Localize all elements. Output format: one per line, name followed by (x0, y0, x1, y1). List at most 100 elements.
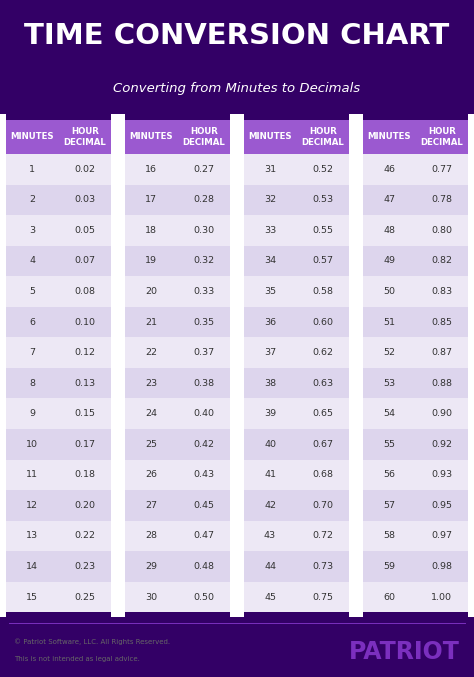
Text: 46: 46 (383, 165, 395, 174)
Bar (297, 490, 349, 521)
Bar (244, 120, 297, 154)
Bar (468, 114, 474, 617)
Bar (59, 429, 111, 460)
Bar (177, 276, 230, 307)
Bar (59, 337, 111, 368)
Bar (6, 246, 59, 276)
Bar (177, 551, 230, 582)
Text: 3: 3 (29, 226, 35, 235)
Text: 0.35: 0.35 (193, 318, 215, 326)
Text: 0.37: 0.37 (193, 348, 215, 357)
Bar (177, 337, 230, 368)
Bar (59, 399, 111, 429)
Text: 1: 1 (29, 165, 35, 174)
Text: 42: 42 (264, 501, 276, 510)
Bar (125, 276, 177, 307)
Bar (244, 185, 297, 215)
Bar (415, 368, 468, 399)
Text: 52: 52 (383, 348, 395, 357)
Text: 0.65: 0.65 (312, 410, 333, 418)
Bar (363, 154, 415, 185)
Text: Converting from Minutes to Decimals: Converting from Minutes to Decimals (113, 82, 361, 95)
Text: 0.03: 0.03 (74, 196, 96, 204)
Bar (125, 307, 177, 337)
Text: 10: 10 (26, 440, 38, 449)
Text: MINUTES: MINUTES (367, 133, 411, 141)
Bar (6, 521, 59, 551)
Bar (59, 154, 111, 185)
Bar (244, 399, 297, 429)
Bar (6, 215, 59, 246)
Bar (125, 521, 177, 551)
Text: 26: 26 (145, 471, 157, 479)
Text: 0.40: 0.40 (193, 410, 214, 418)
Bar (297, 399, 349, 429)
Bar (125, 460, 177, 490)
Text: 0.50: 0.50 (193, 592, 214, 602)
Text: 0.83: 0.83 (431, 287, 453, 296)
Bar (244, 521, 297, 551)
Text: 58: 58 (383, 531, 395, 540)
Text: 34: 34 (264, 257, 276, 265)
Text: 53: 53 (383, 378, 395, 388)
Bar (6, 368, 59, 399)
Text: 0.07: 0.07 (74, 257, 95, 265)
Text: 0.68: 0.68 (312, 471, 333, 479)
Text: 59: 59 (383, 562, 395, 571)
Bar (415, 120, 468, 154)
Bar (297, 429, 349, 460)
Bar (59, 551, 111, 582)
Bar (6, 490, 59, 521)
Text: 0.53: 0.53 (312, 196, 334, 204)
Bar (125, 337, 177, 368)
Bar (297, 185, 349, 215)
Bar (244, 154, 297, 185)
Text: 0.43: 0.43 (193, 471, 215, 479)
Text: 60: 60 (383, 592, 395, 602)
Bar (363, 246, 415, 276)
Text: 14: 14 (26, 562, 38, 571)
Text: 35: 35 (264, 287, 276, 296)
Bar (244, 490, 297, 521)
Text: 41: 41 (264, 471, 276, 479)
Text: 4: 4 (29, 257, 35, 265)
Text: 0.33: 0.33 (193, 287, 215, 296)
Bar (363, 521, 415, 551)
Text: 0.88: 0.88 (431, 378, 452, 388)
Bar (244, 582, 297, 613)
Text: HOUR
DECIMAL: HOUR DECIMAL (64, 127, 106, 147)
Text: 0.72: 0.72 (312, 531, 333, 540)
Bar (177, 368, 230, 399)
Text: 28: 28 (145, 531, 157, 540)
Bar (125, 490, 177, 521)
Bar (244, 307, 297, 337)
Text: 0.82: 0.82 (431, 257, 452, 265)
Bar (59, 185, 111, 215)
Text: 0.73: 0.73 (312, 562, 334, 571)
Text: 0.85: 0.85 (431, 318, 452, 326)
Bar (59, 215, 111, 246)
Bar (415, 185, 468, 215)
Text: 0.13: 0.13 (74, 378, 96, 388)
Bar (415, 337, 468, 368)
Text: 31: 31 (264, 165, 276, 174)
Bar (415, 307, 468, 337)
Bar (125, 368, 177, 399)
Text: 40: 40 (264, 440, 276, 449)
Bar (59, 582, 111, 613)
Bar (125, 185, 177, 215)
Text: 9: 9 (29, 410, 35, 418)
Text: 0.47: 0.47 (193, 531, 214, 540)
Text: 0.87: 0.87 (431, 348, 452, 357)
Text: 49: 49 (383, 257, 395, 265)
Text: 0.42: 0.42 (193, 440, 214, 449)
Text: 37: 37 (264, 348, 276, 357)
Text: 32: 32 (264, 196, 276, 204)
Text: 45: 45 (264, 592, 276, 602)
Text: 0.52: 0.52 (312, 165, 333, 174)
Bar (363, 551, 415, 582)
Text: HOUR
DECIMAL: HOUR DECIMAL (301, 127, 344, 147)
Bar (297, 521, 349, 551)
Text: 38: 38 (264, 378, 276, 388)
Bar (125, 215, 177, 246)
